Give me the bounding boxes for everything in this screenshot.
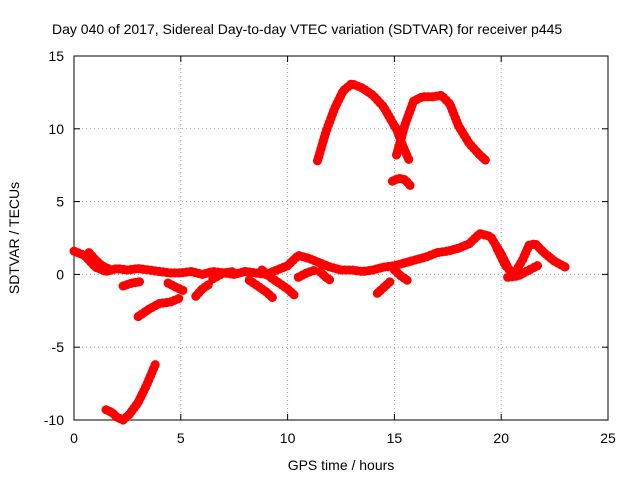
y-axis-label: SDTVAR / TECUs: [6, 182, 22, 294]
series-arc-n-markers: [313, 79, 408, 166]
series-arc-a-markers: [84, 248, 113, 274]
series-arc-f-markers: [208, 267, 239, 284]
y-tick-label: -5: [52, 339, 65, 355]
series-arc-c-markers: [163, 278, 188, 295]
series-arc-o-markers: [392, 90, 491, 166]
x-tick-label: 0: [70, 430, 78, 446]
y-tick-label: 0: [56, 266, 64, 282]
series-arc-k-markers: [372, 277, 395, 298]
series-arc-h-markers: [257, 265, 299, 300]
series-arc-e-markers: [191, 278, 216, 301]
series-arc-tail-1-markers: [492, 239, 570, 279]
chart-title: Day 040 of 2017, Sidereal Day-to-day VTE…: [52, 21, 562, 37]
series-arc-j-markers: [315, 267, 335, 285]
series-arc-tail-2-markers: [503, 261, 542, 282]
x-tick-label: 25: [600, 430, 616, 446]
series-arc-i-markers: [293, 265, 320, 282]
plot-frame: [73, 55, 609, 421]
x-axis-label: GPS time / hours: [288, 457, 395, 473]
axis-ticks: 0 5 10 15 20 25 -10 -5 0 5 10 15: [44, 48, 616, 446]
series-arc-b-markers: [118, 277, 145, 291]
series-arc-m-markers: [101, 360, 160, 425]
x-tick-label: 15: [387, 430, 403, 446]
series-arc-q-markers: [387, 173, 416, 192]
series-arc-g-markers: [244, 275, 278, 303]
x-tick-label: 20: [493, 430, 509, 446]
series-arc-d-markers: [133, 293, 186, 322]
data-series: [69, 79, 570, 425]
series-arc-main-markers: [69, 229, 513, 279]
y-tick-label: 10: [48, 121, 64, 137]
series-arc-p-markers: [392, 124, 414, 166]
y-tick-label: -10: [44, 412, 64, 428]
y-tick-label: 15: [48, 48, 64, 64]
x-tick-label: 10: [280, 430, 296, 446]
series-arc-l-markers: [389, 265, 412, 285]
y-tick-label: 5: [56, 194, 64, 210]
x-tick-label: 5: [177, 430, 185, 446]
